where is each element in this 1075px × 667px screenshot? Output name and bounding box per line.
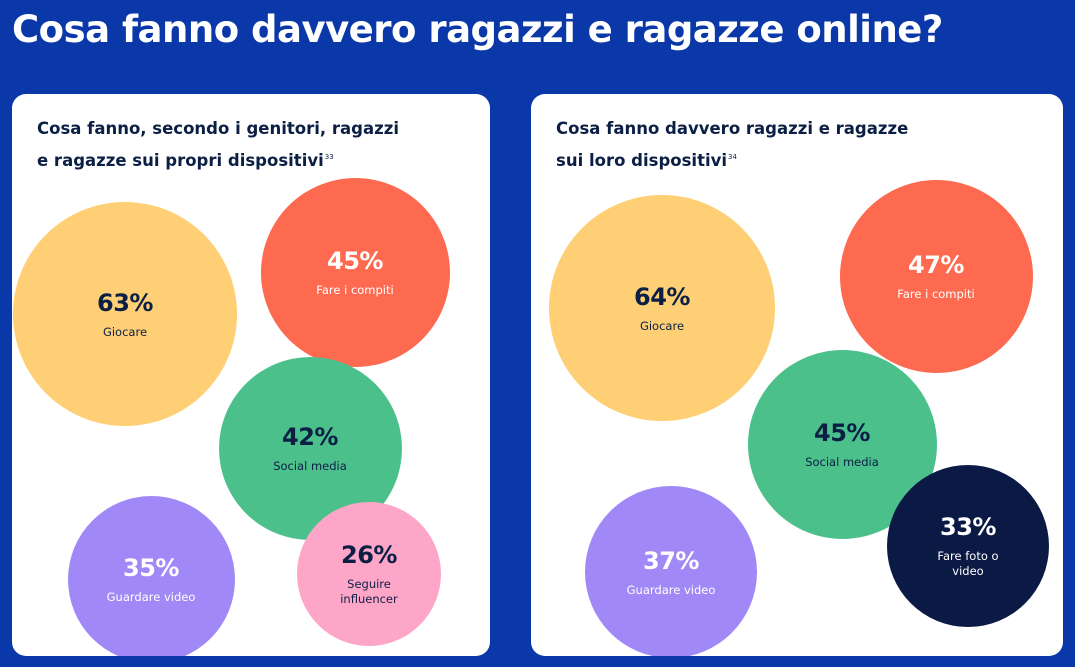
bubble-social-media: 45% Social media — [747, 349, 937, 539]
bubble-label: Fare foto o video — [937, 549, 999, 578]
bubble-label: Fare i compiti — [316, 282, 394, 297]
bubble-giocare: 63% Giocare — [13, 202, 237, 426]
parents-view-title: Cosa fanno, secondo i genitori, ragazzi … — [37, 114, 399, 175]
bubble-giocare: 64% Giocare — [549, 195, 775, 421]
bubble-label: Giocare — [639, 318, 685, 333]
footnote-ref-34: 34 — [728, 153, 737, 161]
parents-view-title-line-2: e ragazze sui propri dispositivi — [37, 151, 324, 170]
bubble-value: 42% — [282, 422, 338, 451]
bubble-value: 47% — [908, 250, 964, 279]
bubble-label: Guardare video — [106, 589, 196, 604]
kids-view-title: Cosa fanno davvero ragazzi e ragazze sui… — [556, 114, 908, 175]
kids-view-title-line-1: Cosa fanno davvero ragazzi e ragazze — [556, 119, 909, 138]
bubble-value: 33% — [940, 513, 996, 541]
bubble-value: 35% — [123, 553, 179, 582]
footnote-ref-33: 33 — [324, 153, 334, 161]
bubble-label: Social media — [805, 454, 879, 469]
bubble-seguire-influencer: 26% Seguire influencer — [297, 502, 441, 646]
bubble-value: 64% — [634, 282, 690, 311]
page-title: Cosa fanno davvero ragazzi e ragazze onl… — [12, 8, 943, 51]
bubble-social-media: 42% Social media — [218, 356, 402, 540]
bubble-value: 63% — [97, 288, 153, 317]
bubble-fare-i-compiti: 45% Fare i compiti — [260, 177, 450, 367]
kids-view-panel: Cosa fanno davvero ragazzi e ragazze sui… — [531, 94, 1063, 656]
kids-view-title-line-2: sui loro dispositivi — [556, 151, 728, 170]
bubble-value: 37% — [643, 546, 699, 575]
bubble-value: 45% — [814, 418, 870, 447]
bubble-label: Fare i compiti — [897, 286, 975, 301]
bubble-label: Seguire influencer — [340, 577, 398, 606]
bubble-fare-foto-o-video: 33% Fare foto o video — [887, 465, 1049, 627]
bubble-label: Giocare — [102, 324, 148, 339]
parents-view-panel: Cosa fanno, secondo i genitori, ragazzi … — [12, 94, 490, 656]
bubble-label: Guardare video — [626, 582, 716, 597]
bubble-value: 45% — [327, 246, 383, 275]
bubble-value: 26% — [341, 541, 397, 569]
bubble-fare-i-compiti: 47% Fare i compiti — [839, 179, 1033, 373]
bubble-label: Social media — [273, 458, 347, 473]
parents-view-title-line-1: Cosa fanno, secondo i genitori, ragazzi — [37, 119, 399, 138]
bubble-guardare-video: 35% Guardare video — [67, 495, 235, 656]
bubble-guardare-video: 37% Guardare video — [585, 486, 757, 656]
